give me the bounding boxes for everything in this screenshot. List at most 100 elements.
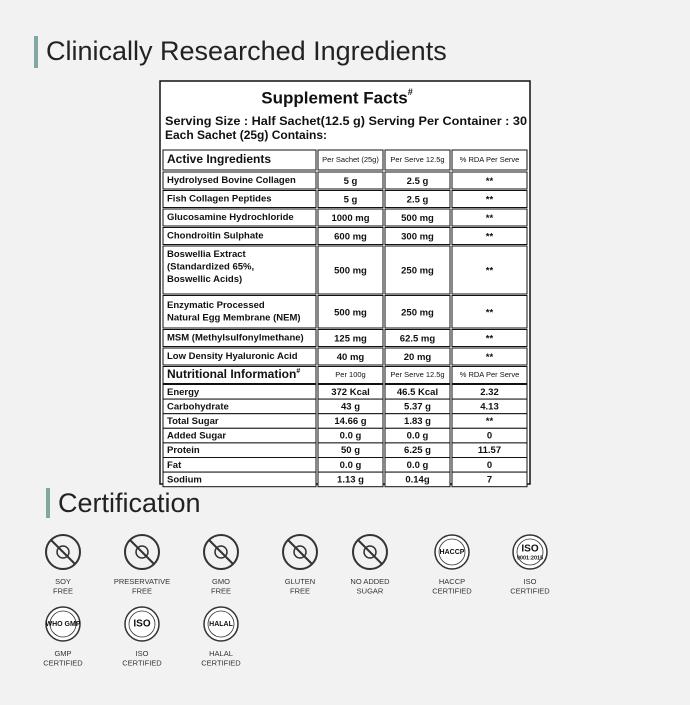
ingredient-name: Fish Collagen Peptides [167, 194, 272, 205]
badge-label: SUGAR [357, 586, 384, 595]
column-header: % RDA Per Serve [460, 155, 520, 164]
nutrient-value: 1.13 g [337, 474, 364, 485]
nutrient-value: 0.0 g [407, 431, 429, 442]
badge-ring [438, 538, 466, 566]
table-cell [162, 347, 317, 366]
ingredient-value: 62.5 mg [400, 334, 436, 345]
badge-label: GMP [54, 649, 71, 658]
badge-label: PRESERVATIVE [114, 577, 170, 586]
accent-bar [46, 488, 50, 518]
badge-glyph [56, 545, 70, 559]
table-cell [384, 245, 451, 295]
badge-label: FREE [211, 586, 231, 595]
table-cell [451, 149, 528, 171]
badge-mark: WHO GMP [46, 621, 81, 628]
ingredient-value: ** [486, 307, 494, 318]
badge-mark: 9001:2015 [517, 555, 543, 561]
nutrient-value: 4.13 [480, 401, 499, 412]
ingredient-value: ** [486, 195, 494, 206]
table-cell [451, 208, 528, 227]
ingredient-name: MSM (Methylsulfonylmethane) [167, 333, 304, 344]
badge-ring [128, 610, 156, 638]
badge-label: ISO [524, 577, 537, 586]
badge-label: NO ADDED [350, 577, 390, 586]
badge-label: FREE [290, 586, 310, 595]
ingredient-value: 20 mg [404, 352, 432, 363]
ingredient-value: ** [486, 232, 494, 243]
table-cell [162, 149, 317, 171]
serving-line: Serving Size : Half Sachet(12.5 g) Servi… [165, 114, 527, 128]
ingredient-value: 250 mg [401, 266, 434, 277]
badge-icon [124, 606, 160, 642]
table-cell [384, 208, 451, 227]
column-header: Per Serve 12.5g [390, 370, 444, 379]
ingredient-value: ** [486, 176, 494, 187]
section-title: Nutritional Information# [167, 367, 300, 381]
table-cell [162, 208, 317, 227]
table-cell [162, 190, 317, 208]
badge-label: CERTIFIED [43, 658, 83, 667]
nutrient-value: 5.37 g [404, 401, 431, 412]
badge-mark: HACCP [440, 549, 465, 556]
badge-label: ISO [136, 649, 149, 658]
table-cell [317, 149, 384, 171]
badge-ring [516, 538, 544, 566]
badge-slash [357, 539, 383, 565]
badge-glyph [363, 545, 377, 559]
badge-icon [282, 534, 318, 570]
nutrient-value: 14.66 g [334, 416, 366, 427]
ingredient-value: ** [486, 352, 494, 363]
badge-label: CERTIFIED [510, 586, 550, 595]
table-cell [384, 171, 451, 190]
badge-icon [203, 606, 239, 642]
badge-slash [208, 539, 234, 565]
nutrient-value: 50 g [341, 445, 360, 456]
nutrient-value: 2.32 [480, 387, 499, 398]
nutrient-value: 11.57 [478, 445, 501, 456]
table-cell [317, 245, 384, 295]
table-cell [317, 171, 384, 190]
table-cell [451, 295, 528, 329]
table-cell [451, 329, 528, 347]
nutrient-value: 0.0 g [340, 431, 362, 442]
table-cell [384, 329, 451, 347]
badge-icon [352, 534, 388, 570]
ingredient-value: 500 mg [334, 307, 367, 318]
nutrient-name: Fat [167, 460, 182, 471]
ingredient-name: Glucosamine Hydrochloride [167, 212, 294, 223]
table-cell [162, 329, 317, 347]
table-cell [317, 366, 384, 384]
ingredient-name: Hydrolysed Bovine Collagen [167, 175, 296, 186]
badge-label: CERTIFIED [122, 658, 162, 667]
ingredient-name: Boswellic Acids) [167, 274, 242, 285]
nutrient-value: 46.5 Kcal [397, 387, 438, 398]
title-mark: # [408, 87, 413, 97]
nutrient-name: Protein [167, 445, 200, 456]
column-header: Per Serve 12.5g [390, 155, 444, 164]
badge-label: FREE [132, 586, 152, 595]
ingredient-name: Chondroitin Sulphate [167, 231, 264, 242]
ingredient-value: 40 mg [337, 352, 365, 363]
badge-glyph [214, 545, 228, 559]
ingredient-value: 600 mg [334, 232, 367, 243]
badge-ring [207, 610, 235, 638]
ingredient-value: 2.5 g [407, 195, 429, 206]
badge-slash [287, 539, 313, 565]
nutrient-value: 0 [487, 460, 492, 471]
badge-slash [129, 539, 155, 565]
ingredient-value: 1000 mg [331, 213, 369, 224]
table-cell [162, 366, 317, 384]
column-header: Per 100g [335, 370, 365, 379]
nutrient-name: Carbohydrate [167, 401, 229, 412]
nutrient-name: Total Sugar [167, 416, 219, 427]
ingredient-name: (Standardized 65%, [167, 262, 254, 273]
table-cell [162, 457, 317, 473]
contains-line: Each Sachet (25g) Contains: [165, 128, 327, 142]
ingredient-value: 300 mg [401, 232, 434, 243]
badge-icon [512, 534, 548, 570]
badge-label: CERTIFIED [201, 658, 241, 667]
table-cell [451, 347, 528, 366]
ingredient-name: Low Density Hyaluronic Acid [167, 351, 298, 362]
nutrient-value: ** [486, 416, 494, 427]
